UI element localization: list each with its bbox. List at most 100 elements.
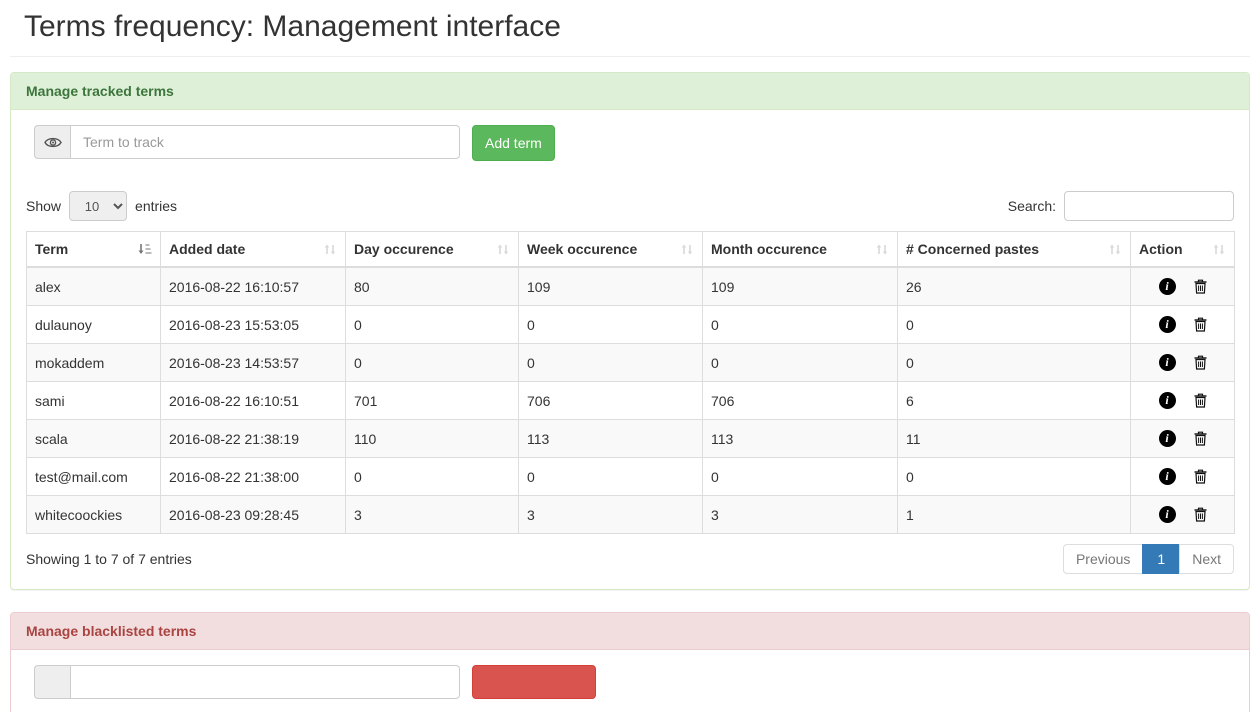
column-header-added-date[interactable]: Added date bbox=[161, 232, 346, 268]
tracked-terms-panel-title: Manage tracked terms bbox=[11, 73, 1249, 110]
term-input-group bbox=[34, 125, 460, 159]
info-circle-icon[interactable]: i bbox=[1159, 430, 1176, 447]
info-circle-icon[interactable]: i bbox=[1159, 468, 1176, 485]
tracked-terms-panel: Manage tracked terms Add term bbox=[10, 72, 1250, 590]
search-control: Search: bbox=[1008, 191, 1234, 221]
page-title: Terms frequency: Management interface bbox=[24, 8, 1236, 46]
cell-week: 0 bbox=[519, 458, 703, 496]
cell-week: 3 bbox=[519, 496, 703, 534]
cell-added_date: 2016-08-23 14:53:57 bbox=[161, 344, 346, 382]
add-term-form: Add term bbox=[34, 125, 1234, 161]
trash-icon[interactable] bbox=[1194, 279, 1207, 294]
trash-icon[interactable] bbox=[1194, 431, 1207, 446]
cell-day: 701 bbox=[346, 382, 519, 420]
pagination: Previous 1 Next bbox=[1063, 544, 1234, 574]
search-input[interactable] bbox=[1064, 191, 1234, 221]
sort-both-icon bbox=[1212, 243, 1226, 256]
cell-day: 80 bbox=[346, 267, 519, 306]
cell-day: 3 bbox=[346, 496, 519, 534]
cell-action: i bbox=[1131, 306, 1235, 344]
cell-pastes: 26 bbox=[898, 267, 1131, 306]
cell-pastes: 0 bbox=[898, 344, 1131, 382]
add-term-button[interactable]: Add term bbox=[472, 125, 555, 161]
cell-term: dulaunoy bbox=[27, 306, 161, 344]
show-label: Show bbox=[26, 198, 61, 214]
trash-icon[interactable] bbox=[1194, 317, 1207, 332]
datatable-controls: Show 10 entries Search: bbox=[26, 191, 1234, 221]
info-circle-icon[interactable]: i bbox=[1159, 354, 1176, 371]
cell-pastes: 1 bbox=[898, 496, 1131, 534]
cell-pastes: 11 bbox=[898, 420, 1131, 458]
column-header-action[interactable]: Action bbox=[1131, 232, 1235, 268]
cell-added_date: 2016-08-23 15:53:05 bbox=[161, 306, 346, 344]
cell-term: whitecoockies bbox=[27, 496, 161, 534]
cell-added_date: 2016-08-22 16:10:51 bbox=[161, 382, 346, 420]
cell-week: 109 bbox=[519, 267, 703, 306]
cell-action: i bbox=[1131, 458, 1235, 496]
cell-month: 706 bbox=[703, 382, 898, 420]
column-header-concerned-pastes[interactable]: # Concerned pastes bbox=[898, 232, 1131, 268]
page-length-select[interactable]: 10 bbox=[69, 191, 127, 221]
column-header-month-occurence[interactable]: Month occurence bbox=[703, 232, 898, 268]
cell-action: i bbox=[1131, 344, 1235, 382]
eye-icon bbox=[34, 125, 70, 159]
cell-action: i bbox=[1131, 420, 1235, 458]
cell-week: 0 bbox=[519, 306, 703, 344]
cell-week: 706 bbox=[519, 382, 703, 420]
blacklist-term-button[interactable] bbox=[472, 665, 596, 699]
cell-week: 0 bbox=[519, 344, 703, 382]
blacklist-term-input[interactable] bbox=[70, 665, 460, 699]
cell-month: 0 bbox=[703, 458, 898, 496]
info-circle-icon[interactable]: i bbox=[1159, 316, 1176, 333]
blacklist-term-form bbox=[34, 665, 1234, 699]
column-header-term[interactable]: Term bbox=[27, 232, 161, 268]
trash-icon[interactable] bbox=[1194, 507, 1207, 522]
trash-icon[interactable] bbox=[1194, 469, 1207, 484]
cell-action: i bbox=[1131, 496, 1235, 534]
cell-added_date: 2016-08-22 16:10:57 bbox=[161, 267, 346, 306]
blacklisted-terms-panel-title: Manage blacklisted terms bbox=[11, 613, 1249, 650]
trash-icon[interactable] bbox=[1194, 355, 1207, 370]
info-circle-icon[interactable]: i bbox=[1159, 506, 1176, 523]
title-divider bbox=[10, 56, 1250, 57]
blacklisted-terms-panel-body bbox=[11, 650, 1249, 712]
trash-icon[interactable] bbox=[1194, 393, 1207, 408]
cell-month: 3 bbox=[703, 496, 898, 534]
cell-term: sami bbox=[27, 382, 161, 420]
info-circle-icon[interactable]: i bbox=[1159, 278, 1176, 295]
cell-term: test@mail.com bbox=[27, 458, 161, 496]
cell-month: 0 bbox=[703, 344, 898, 382]
cell-day: 110 bbox=[346, 420, 519, 458]
cell-month: 0 bbox=[703, 306, 898, 344]
pagination-previous[interactable]: Previous bbox=[1063, 544, 1143, 574]
info-circle-icon[interactable]: i bbox=[1159, 392, 1176, 409]
cell-added_date: 2016-08-23 09:28:45 bbox=[161, 496, 346, 534]
cell-term: alex bbox=[27, 267, 161, 306]
column-header-week-occurence[interactable]: Week occurence bbox=[519, 232, 703, 268]
tracked-terms-table: Term bbox=[26, 231, 1235, 534]
cell-pastes: 6 bbox=[898, 382, 1131, 420]
pagination-next[interactable]: Next bbox=[1179, 544, 1234, 574]
cell-day: 0 bbox=[346, 306, 519, 344]
term-to-track-input[interactable] bbox=[70, 125, 460, 159]
cell-month: 109 bbox=[703, 267, 898, 306]
cell-action: i bbox=[1131, 382, 1235, 420]
datatable-footer: Showing 1 to 7 of 7 entries Previous 1 N… bbox=[26, 544, 1234, 574]
cell-added_date: 2016-08-22 21:38:00 bbox=[161, 458, 346, 496]
entries-label: entries bbox=[135, 198, 177, 214]
table-row: whitecoockies2016-08-23 09:28:453331i bbox=[27, 496, 1235, 534]
blacklisted-terms-panel: Manage blacklisted terms bbox=[10, 612, 1250, 712]
cell-pastes: 0 bbox=[898, 306, 1131, 344]
blacklist-addon bbox=[34, 665, 70, 699]
blacklist-input-group bbox=[34, 665, 460, 699]
table-row: test@mail.com2016-08-22 21:38:000000i bbox=[27, 458, 1235, 496]
cell-day: 0 bbox=[346, 344, 519, 382]
cell-month: 113 bbox=[703, 420, 898, 458]
page: { "page": { "title": "Terms frequency: M… bbox=[0, 0, 1260, 712]
pagination-page-1[interactable]: 1 bbox=[1142, 544, 1180, 574]
sort-both-icon bbox=[1108, 243, 1122, 256]
table-row: sami2016-08-22 16:10:517017067066i bbox=[27, 382, 1235, 420]
tracked-terms-panel-body: Add term Show 10 entries Search: bbox=[11, 110, 1249, 589]
table-row: dulaunoy2016-08-23 15:53:050000i bbox=[27, 306, 1235, 344]
column-header-day-occurence[interactable]: Day occurence bbox=[346, 232, 519, 268]
